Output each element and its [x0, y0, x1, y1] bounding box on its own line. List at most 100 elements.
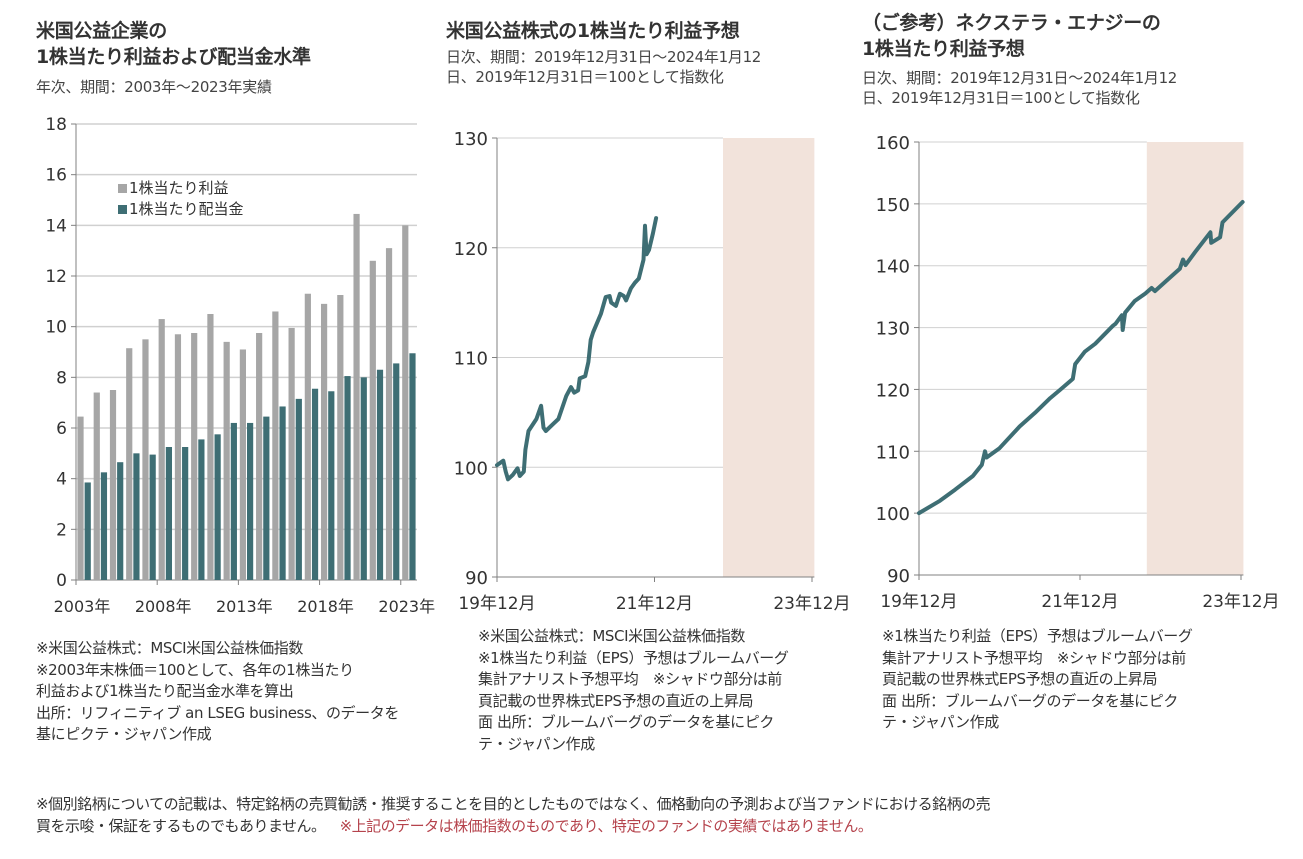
bar-eps — [272, 311, 279, 580]
legend-label-dividend: 1株当たり配当金 — [129, 200, 244, 218]
bar-eps — [256, 333, 263, 580]
bar-dividend — [149, 454, 156, 580]
panel-3-notes: ※1株当たり利益（EPS）予想はブルームバーグ 集計アナリスト予想平均 ※シャド… — [882, 626, 1193, 734]
y-tick-label: 0 — [56, 571, 67, 591]
panel-2-subtitle-line: 日次、期間：2019年12月31日～2024年1月12 — [446, 48, 762, 66]
y-tick-label: 2 — [56, 520, 67, 540]
bar-dividend — [393, 363, 400, 580]
bar-eps — [369, 260, 376, 580]
bar-dividend — [263, 416, 270, 580]
note-line: 基にピクテ・ジャパン作成 — [36, 725, 212, 743]
x-tick-label: 23年12月 — [773, 594, 850, 614]
note-line: ※2003年末株価＝100として、各年の1株当たり — [36, 660, 354, 679]
y-tick-label: 16 — [45, 166, 67, 186]
panel-2-title: 米国公益株式の1株当たり利益予想 — [446, 18, 740, 44]
bar-dividend — [165, 447, 173, 580]
bar-eps — [353, 213, 360, 580]
bar-dividend — [230, 422, 237, 580]
note-line: 頁記載の世界株式EPS予想の直近の上昇局 — [478, 691, 754, 710]
bar-dividend — [279, 406, 286, 580]
y-tick-label: 14 — [45, 216, 67, 236]
bar-eps — [126, 348, 133, 580]
note-line: ※米国公益株式：MSCI米国公益株価指数 — [36, 639, 303, 657]
y-tick-label: 6 — [56, 419, 67, 439]
panel-1-notes: ※米国公益株式：MSCI米国公益株価指数 ※2003年末株価＝100として、各年… — [36, 638, 399, 746]
panel-1-title: 米国公益企業の 1株当たり利益および配当金水準 — [36, 18, 311, 70]
note-line: 頁記載の世界株式EPS予想の直近の上昇局 — [882, 670, 1158, 688]
y-tick-label: 4 — [56, 470, 67, 490]
disclaimer: ※個別銘柄についての記載は、特定銘柄の売買勧誘・推奨することを目的としたものでは… — [36, 793, 991, 837]
y-tick-label: 120 — [876, 380, 910, 401]
y-tick-label: 130 — [876, 319, 910, 340]
bar-eps — [174, 334, 182, 580]
bar-eps — [402, 225, 409, 581]
shaded-region — [1146, 142, 1244, 575]
bar-dividend — [409, 353, 416, 580]
bar-eps — [337, 295, 344, 580]
disclaimer-line-2: 買を示唆・保証をするものでもありません。 ※上記のデータは株価指数のものであり、特… — [36, 815, 990, 837]
legend-item-dividend: 1株当たり配当金 — [118, 199, 244, 220]
note-line: ※1株当たり利益（EPS）予想はブルームバーグ — [882, 627, 1193, 645]
y-tick-label: 8 — [56, 368, 67, 388]
x-tick-label: 21年12月 — [1041, 592, 1118, 612]
panel-2-title-line: 米国公益株式の1株当たり利益予想 — [446, 20, 740, 42]
y-tick-label: 160 — [876, 133, 910, 154]
y-tick-label: 12 — [45, 267, 67, 287]
legend-swatch-dividend — [118, 205, 127, 214]
note-line: ※米国公益株式：MSCI米国公益株価指数 — [478, 627, 745, 645]
bar-eps — [207, 314, 214, 580]
y-tick-label: 100 — [876, 504, 910, 525]
y-tick-label: 100 — [454, 458, 488, 479]
line-chart-msci-utilities-eps: 90 100 110 120 130 19年12月 21年12月 23年12月 — [454, 129, 851, 614]
y-tick-label: 140 — [876, 257, 910, 278]
y-tick-label: 10 — [45, 318, 67, 338]
x-tick-label: 21年12月 — [616, 594, 693, 614]
legend-swatch-eps — [118, 184, 127, 193]
panel-2-subtitle: 日次、期間：2019年12月31日～2024年1月12 日、2019年12月31… — [446, 47, 761, 87]
panel-3-subtitle-line: 日、2019年12月31日＝100として指数化 — [862, 89, 1140, 107]
y-tick-label: 90 — [465, 568, 488, 589]
bar-chart-eps-dividend: 0 2 4 6 8 10 12 14 16 18 2003年 2008年 2013年 2018年 2023年 — [45, 115, 435, 616]
y-tick-label: 90 — [887, 566, 910, 587]
note-line: 面 出所：ブルームバーグのデータを基にピク — [882, 691, 1178, 710]
bar-dividend — [295, 398, 302, 580]
bar-dividend — [214, 434, 221, 580]
panel-2-subtitle-line: 日、2019年12月31日＝100として指数化 — [446, 68, 724, 86]
shaded-region — [723, 138, 815, 577]
bar-dividend — [182, 447, 189, 580]
bar-dividend — [198, 439, 205, 580]
bar-dividend — [100, 472, 108, 580]
panel-3-title-line: （ご参考）ネクステラ・エナジーの — [862, 12, 1161, 34]
bar-eps — [158, 319, 165, 580]
panel-1-subtitle: 年次、期間：2003年～2023年実績 — [36, 77, 272, 97]
bar-dividend — [376, 369, 384, 580]
note-line: ※1株当たり利益（EPS）予想はブルームバーグ — [478, 648, 789, 667]
note-line: テ・ジャパン作成 — [882, 713, 999, 731]
bar-eps — [239, 349, 246, 580]
bar-dividend — [344, 376, 351, 580]
note-line: 集計アナリスト予想平均 ※シャドウ部分は前 — [882, 648, 1186, 667]
panel-3-subtitle: 日次、期間：2019年12月31日～2024年1月12 日、2019年12月31… — [862, 68, 1177, 108]
bar-dividend — [360, 377, 367, 580]
eps-line — [917, 200, 1245, 516]
x-tick-label: 2008年 — [135, 597, 192, 616]
bar-dividend — [84, 482, 91, 580]
bar-dividend — [117, 462, 124, 580]
y-tick-label: 18 — [45, 115, 67, 135]
x-tick-label: 19年12月 — [880, 592, 957, 612]
x-tick-label: 2003年 — [54, 597, 111, 616]
panel-1-title-line: 1株当たり利益および配当金水準 — [36, 46, 311, 68]
y-tick-label: 110 — [454, 349, 488, 370]
panel-1-subtitle-line: 年次、期間：2003年～2023年実績 — [36, 78, 272, 96]
eps-line — [495, 216, 659, 482]
bar-chart-legend: 1株当たり利益 1株当たり配当金 — [118, 178, 244, 220]
panel-2-notes: ※米国公益株式：MSCI米国公益株価指数 ※1株当たり利益（EPS）予想はブルー… — [478, 626, 789, 755]
x-tick-label: 19年12月 — [458, 594, 535, 614]
panel-3-title: （ご参考）ネクステラ・エナジーの 1株当たり利益予想 — [862, 10, 1161, 62]
legend-item-eps: 1株当たり利益 — [118, 178, 244, 199]
y-tick-label: 120 — [454, 239, 488, 260]
disclaimer-line-1: ※個別銘柄についての記載は、特定銘柄の売買勧誘・推奨することを目的としたものでは… — [36, 795, 991, 813]
panel-3-subtitle-line: 日次、期間：2019年12月31日～2024年1月12 — [862, 69, 1178, 87]
bar-eps — [304, 293, 311, 580]
